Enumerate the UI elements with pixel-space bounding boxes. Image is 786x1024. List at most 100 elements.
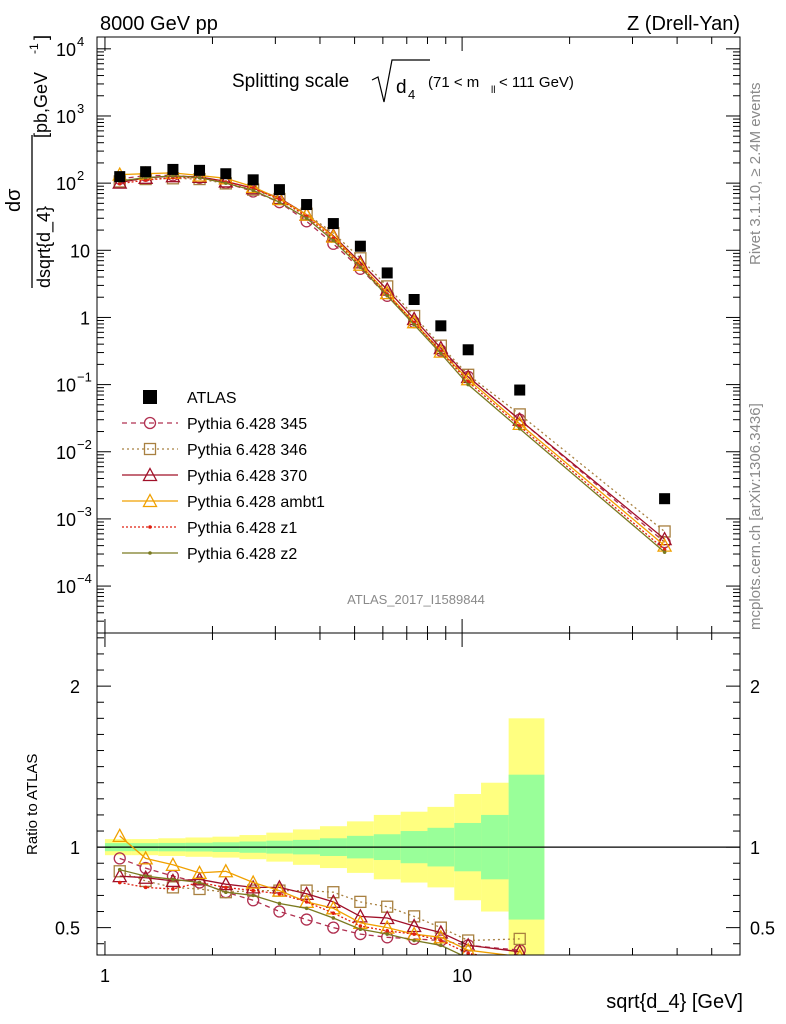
series-point-main (466, 382, 470, 387)
series-point-ratio (138, 869, 154, 884)
series-line-main (119, 177, 666, 533)
series-point-ratio (439, 943, 443, 948)
series-point-main (662, 547, 667, 552)
legend: ATLAS Pythia 6.428 345 Pythia 6.428 346 Pyt… (122, 390, 325, 563)
y-tick-label-exponent: −4 (77, 571, 92, 586)
series-point-ratio (466, 956, 470, 960)
data-point (301, 199, 313, 211)
series-point-ratio (245, 879, 261, 894)
series-point-main (117, 181, 122, 186)
series-point-main (299, 206, 315, 221)
legend-label: Pythia 6.428 ambt1 (187, 494, 325, 511)
series-point-main (412, 322, 416, 327)
series-point-main (277, 197, 282, 202)
main-ylabel: dσ dsqrt{d_4} [pb,GeV -1 ] (3, 35, 55, 288)
series-line-main (119, 175, 666, 553)
series-point-ratio (251, 893, 255, 898)
y-tick-label-exponent: 2 (77, 168, 84, 183)
main-title-range-sub: ll (491, 85, 495, 96)
series-point-ratio (518, 960, 522, 964)
data-point (273, 184, 285, 196)
series-point-ratio (218, 876, 234, 891)
series-point-main (517, 424, 522, 429)
series-point-ratio (224, 885, 228, 890)
series-point-ratio (251, 888, 255, 893)
sqrt-sign (371, 59, 430, 103)
series-point-ratio (273, 905, 286, 918)
series-point-ratio (379, 910, 395, 925)
series-point-ratio (385, 932, 389, 936)
data-point (381, 267, 393, 279)
series-point-ratio (112, 827, 128, 843)
series-point-ratio (352, 908, 368, 923)
series-point-ratio (331, 911, 336, 915)
y-tick-label-ratio-right: 0.5 (750, 919, 775, 939)
y-tick-label-main: 1 (80, 308, 90, 328)
main-data-layer (114, 163, 671, 505)
y-tick-label-exponent: −2 (77, 437, 92, 452)
series-point-main (197, 175, 202, 180)
series-point-ratio (138, 850, 154, 865)
series-point-main (381, 280, 394, 293)
series-line-ratio (119, 881, 483, 955)
series-point-ratio (271, 882, 288, 897)
y-tick-label-ratio: 0.5 (55, 919, 80, 939)
y-tick-label-main: 10 (56, 174, 76, 194)
series-point-ratio (513, 943, 526, 955)
series-point-ratio (439, 938, 443, 943)
main-title-range-end: < 111 GeV) (499, 74, 574, 91)
legend-marker (142, 467, 158, 482)
ratio-ylabel: Ratio to ATLAS (24, 754, 41, 855)
series-point-ratio (197, 880, 202, 885)
series-point-ratio (325, 894, 341, 909)
y-tick-label-ratio-right: 1 (750, 838, 760, 858)
series-line-main (119, 176, 666, 550)
series-point-main (251, 188, 255, 193)
ylabel-denominator: dsqrt{d_4} (34, 206, 55, 288)
series-point-main (517, 426, 522, 431)
series-point-ratio (331, 916, 336, 920)
data-point (194, 164, 206, 176)
y-tick-label-main: 10 (56, 510, 76, 530)
series-point-ratio (277, 892, 282, 896)
series-line-main (119, 174, 666, 543)
y-tick-label-exponent: −1 (77, 370, 92, 385)
series-point-ratio (466, 951, 470, 955)
mcplots-label: mcplots.cern.ch [arXiv:1306.3436] (747, 403, 764, 630)
series-point-ratio (406, 918, 422, 933)
series-point-ratio (412, 932, 416, 936)
series-point-ratio (166, 881, 180, 894)
y-tick-label-ratio: 1 (70, 838, 80, 858)
series-point-ratio (117, 867, 122, 872)
series-point-main (143, 178, 148, 182)
legend-label: Pythia 6.428 370 (187, 468, 307, 485)
ylabel-unit: [pb,GeV (31, 72, 51, 138)
series-point-ratio (139, 861, 152, 875)
y-tick-label-main: 10 (56, 376, 76, 396)
legend-label: Pythia 6.428 346 (187, 442, 307, 459)
series-point-ratio (412, 938, 416, 943)
series-point-main (385, 294, 389, 298)
data-point (140, 166, 152, 178)
legend-label: Pythia 6.428 z2 (187, 546, 297, 563)
data-point (435, 320, 447, 332)
series-point-ratio (191, 865, 208, 880)
x-axis-label: sqrt{d_4} [GeV] (606, 991, 743, 1013)
legend-marker (148, 525, 152, 529)
legend-marker (143, 416, 157, 430)
series-point-main (277, 200, 282, 205)
y-tick-label-main: 10 (56, 40, 76, 60)
series-point-ratio (461, 942, 476, 955)
header-left: 8000 GeV pp (100, 13, 218, 35)
data-point (408, 294, 420, 306)
ratio-uncertainty-bands (97, 718, 740, 955)
series-point-main (304, 216, 309, 221)
series-point-ratio (327, 921, 340, 934)
series-point-main (358, 265, 363, 269)
data-point (462, 344, 474, 356)
series-point-main (662, 550, 667, 554)
series-point-ratio (143, 885, 148, 890)
header-right: Z (Drell-Yan) (627, 13, 740, 35)
main-title-sub: 4 (408, 87, 415, 102)
series-point-main (433, 343, 449, 358)
